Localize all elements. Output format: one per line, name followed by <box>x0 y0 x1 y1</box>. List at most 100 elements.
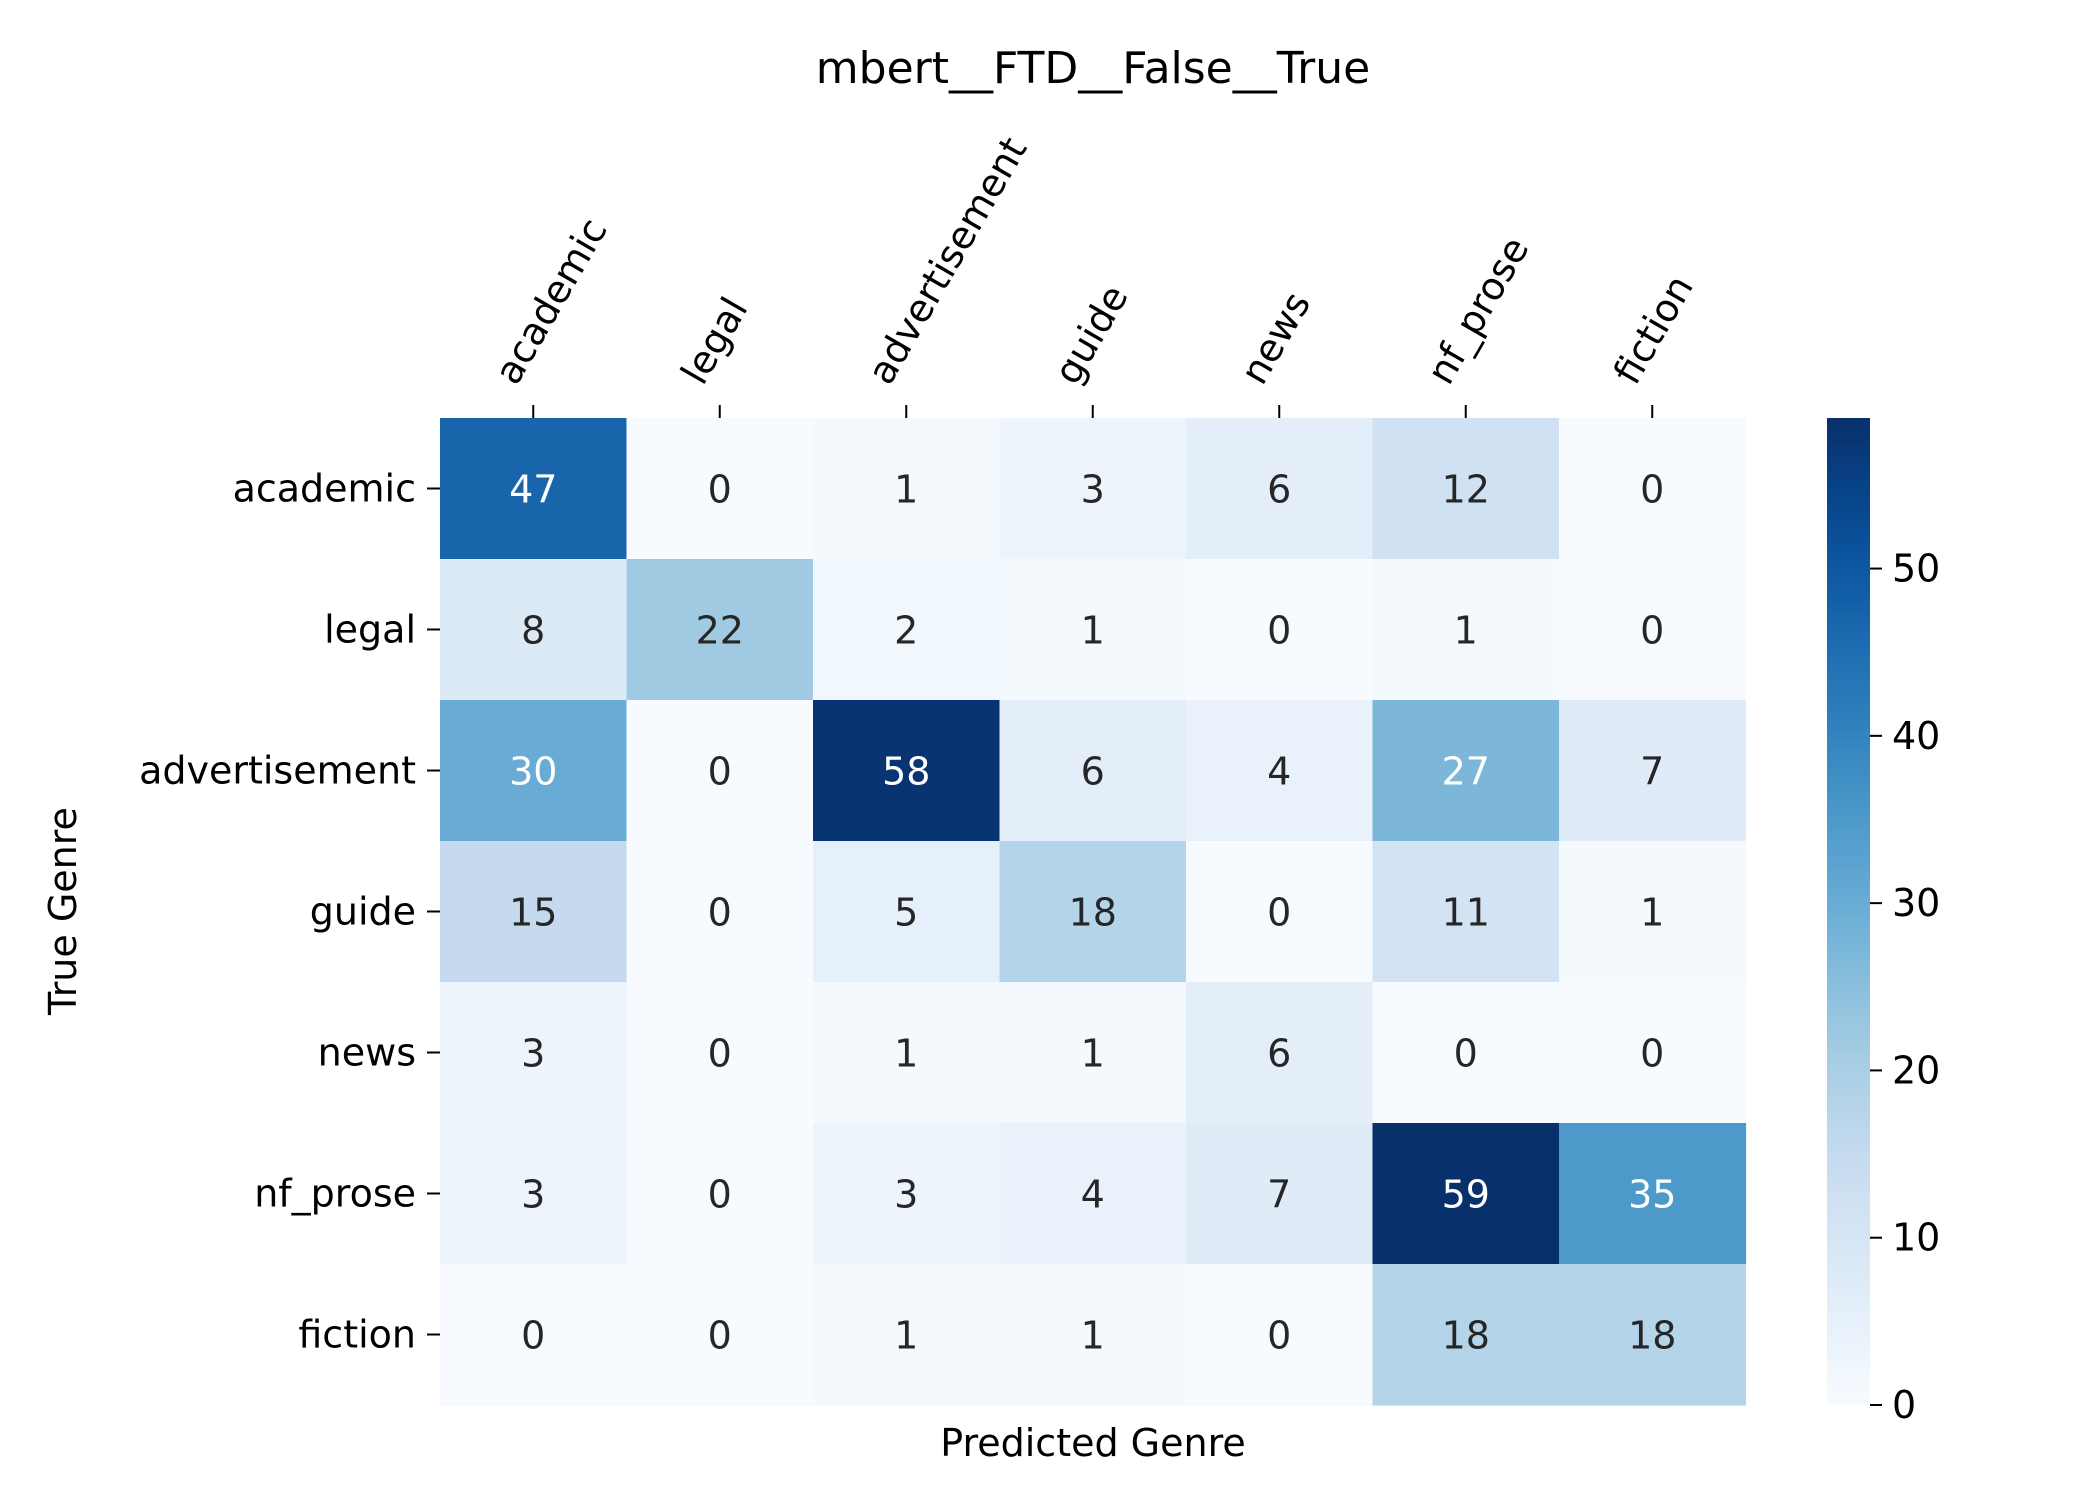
heatmap-cell-news-nf_prose <box>1372 982 1560 1124</box>
heatmap-cell-guide-nf_prose <box>1372 841 1560 983</box>
heatmap-cell-academic-nf_prose <box>1372 418 1560 560</box>
heatmap-cell-nf_prose-nf_prose <box>1372 1123 1560 1265</box>
cell-value-label: 3 <box>521 1032 545 1076</box>
heatmap-cell-fiction-fiction <box>1559 1264 1747 1406</box>
heatmap-cell-nf_prose-guide <box>999 1123 1187 1265</box>
heatmap-cell-fiction-legal <box>626 1264 814 1406</box>
heatmap-cell-advertisement-advertisement <box>813 700 1001 842</box>
heatmap-cell-advertisement-guide <box>999 700 1187 842</box>
y-tick-label-news: news <box>318 1031 416 1075</box>
cell-value-label: 0 <box>1267 891 1291 935</box>
y-tick-label-legal: legal <box>324 608 416 652</box>
cell-value-label: 6 <box>1267 468 1291 512</box>
cell-value-label: 0 <box>1640 1032 1664 1076</box>
heatmap-cell-news-news <box>1186 982 1374 1124</box>
cell-value-label: 2 <box>894 609 918 653</box>
cell-value-label: 5 <box>894 891 918 935</box>
cell-value-label: 3 <box>521 1173 545 1217</box>
chart-title: mbert__FTD__False__True <box>816 43 1370 94</box>
x-axis: academic legal advertisement guide news nf_pr… <box>486 130 1702 418</box>
cell-value-label: 0 <box>708 1032 732 1076</box>
y-tick-label-academic: academic <box>233 467 416 511</box>
cell-value-label: 58 <box>882 750 930 794</box>
colorbar-tick-label: 40 <box>1892 714 1940 758</box>
heatmap-cell-news-fiction <box>1559 982 1747 1124</box>
heatmap-cell-legal-academic <box>440 559 628 701</box>
cell-value-label: 18 <box>1442 1314 1490 1358</box>
heatmap-cell-academic-fiction <box>1559 418 1747 560</box>
cell-value-label: 0 <box>1267 609 1291 653</box>
colorbar-gradient <box>1827 418 1870 1405</box>
x-tick-label-academic: academic <box>486 211 616 392</box>
cell-value-label: 0 <box>521 1314 545 1358</box>
heatmap-cell-guide-fiction <box>1559 841 1747 983</box>
cell-value-label: 18 <box>1069 891 1117 935</box>
x-tick-label-legal: legal <box>672 290 756 392</box>
cell-value-label: 1 <box>1081 1314 1105 1358</box>
heatmap-cell-fiction-advertisement <box>813 1264 1001 1406</box>
colorbar-tick-label: 30 <box>1892 881 1940 925</box>
heatmap-cell-legal-legal <box>626 559 814 701</box>
cell-value-label: 0 <box>708 1314 732 1358</box>
cell-value-label: 1 <box>1640 891 1664 935</box>
cell-value-label: 11 <box>1442 891 1490 935</box>
heatmap-cell-guide-advertisement <box>813 841 1001 983</box>
heatmap-cell-academic-news <box>1186 418 1374 560</box>
cell-value-label: 12 <box>1442 468 1490 512</box>
heatmap-cell-academic-legal <box>626 418 814 560</box>
heatmap-cell-advertisement-news <box>1186 700 1374 842</box>
cell-value-label: 8 <box>521 609 545 653</box>
heatmap-cell-fiction-nf_prose <box>1372 1264 1560 1406</box>
x-tick-label-news: news <box>1232 284 1319 391</box>
cell-value-label: 59 <box>1442 1173 1490 1217</box>
heatmap-cell-advertisement-nf_prose <box>1372 700 1560 842</box>
heatmap-cells <box>440 418 1747 1406</box>
cell-value-label: 6 <box>1081 750 1105 794</box>
heatmap-cell-news-legal <box>626 982 814 1124</box>
cell-value-label: 1 <box>1081 1032 1105 1076</box>
cell-value-label: 30 <box>509 750 557 794</box>
cell-value-label: 27 <box>1442 750 1490 794</box>
heatmap-cell-nf_prose-fiction <box>1559 1123 1747 1265</box>
cell-value-label: 0 <box>1267 1314 1291 1358</box>
cell-value-label: 1 <box>1454 609 1478 653</box>
heatmap-cell-legal-fiction <box>1559 559 1747 701</box>
cell-value-label: 6 <box>1267 1032 1291 1076</box>
heatmap-cell-advertisement-fiction <box>1559 700 1747 842</box>
heatmap-cell-labels: 47 0 1 3 6 12 08 22 2 1 0 1 030 0 58 6 4 27 715 0 5 18 0 11 13 0 1… <box>509 468 1676 1358</box>
heatmap-cell-guide-news <box>1186 841 1374 983</box>
y-tick-label-fiction: fiction <box>298 1313 416 1357</box>
heatmap-cell-guide-academic <box>440 841 628 983</box>
heatmap-cell-guide-legal <box>626 841 814 983</box>
heatmap-cell-nf_prose-legal <box>626 1123 814 1265</box>
cell-value-label: 1 <box>1081 609 1105 653</box>
heatmap-cell-advertisement-legal <box>626 700 814 842</box>
cell-value-label: 0 <box>708 891 732 935</box>
colorbar: 0 10 20 30 40 50 <box>1827 418 1940 1427</box>
cell-value-label: 15 <box>509 891 557 935</box>
cell-value-label: 0 <box>1640 468 1664 512</box>
cell-value-label: 1 <box>894 468 918 512</box>
heatmap-cell-academic-academic <box>440 418 628 560</box>
x-tick-label-advertisement: advertisement <box>859 130 1036 392</box>
y-axis-label: True Genre <box>41 807 85 1016</box>
cell-value-label: 22 <box>696 609 744 653</box>
heatmap-cell-fiction-academic <box>440 1264 628 1406</box>
heatmap-cell-nf_prose-news <box>1186 1123 1374 1265</box>
y-tick-label-guide: guide <box>310 890 416 934</box>
cell-value-label: 18 <box>1628 1314 1676 1358</box>
cell-value-label: 0 <box>1640 609 1664 653</box>
cell-value-label: 0 <box>708 750 732 794</box>
y-tick-label-advertisement: advertisement <box>139 749 416 793</box>
x-tick-label-fiction: fiction <box>1605 268 1702 392</box>
x-axis-label: Predicted Genre <box>940 1421 1246 1465</box>
colorbar-tick-label: 50 <box>1892 547 1940 591</box>
heatmap-cell-legal-guide <box>999 559 1187 701</box>
cell-value-label: 7 <box>1267 1173 1291 1217</box>
colorbar-tick-label: 0 <box>1892 1383 1916 1427</box>
cell-value-label: 3 <box>894 1173 918 1217</box>
y-tick-label-nf_prose: nf_prose <box>254 1172 416 1216</box>
cell-value-label: 47 <box>509 468 557 512</box>
cell-value-label: 4 <box>1081 1173 1105 1217</box>
